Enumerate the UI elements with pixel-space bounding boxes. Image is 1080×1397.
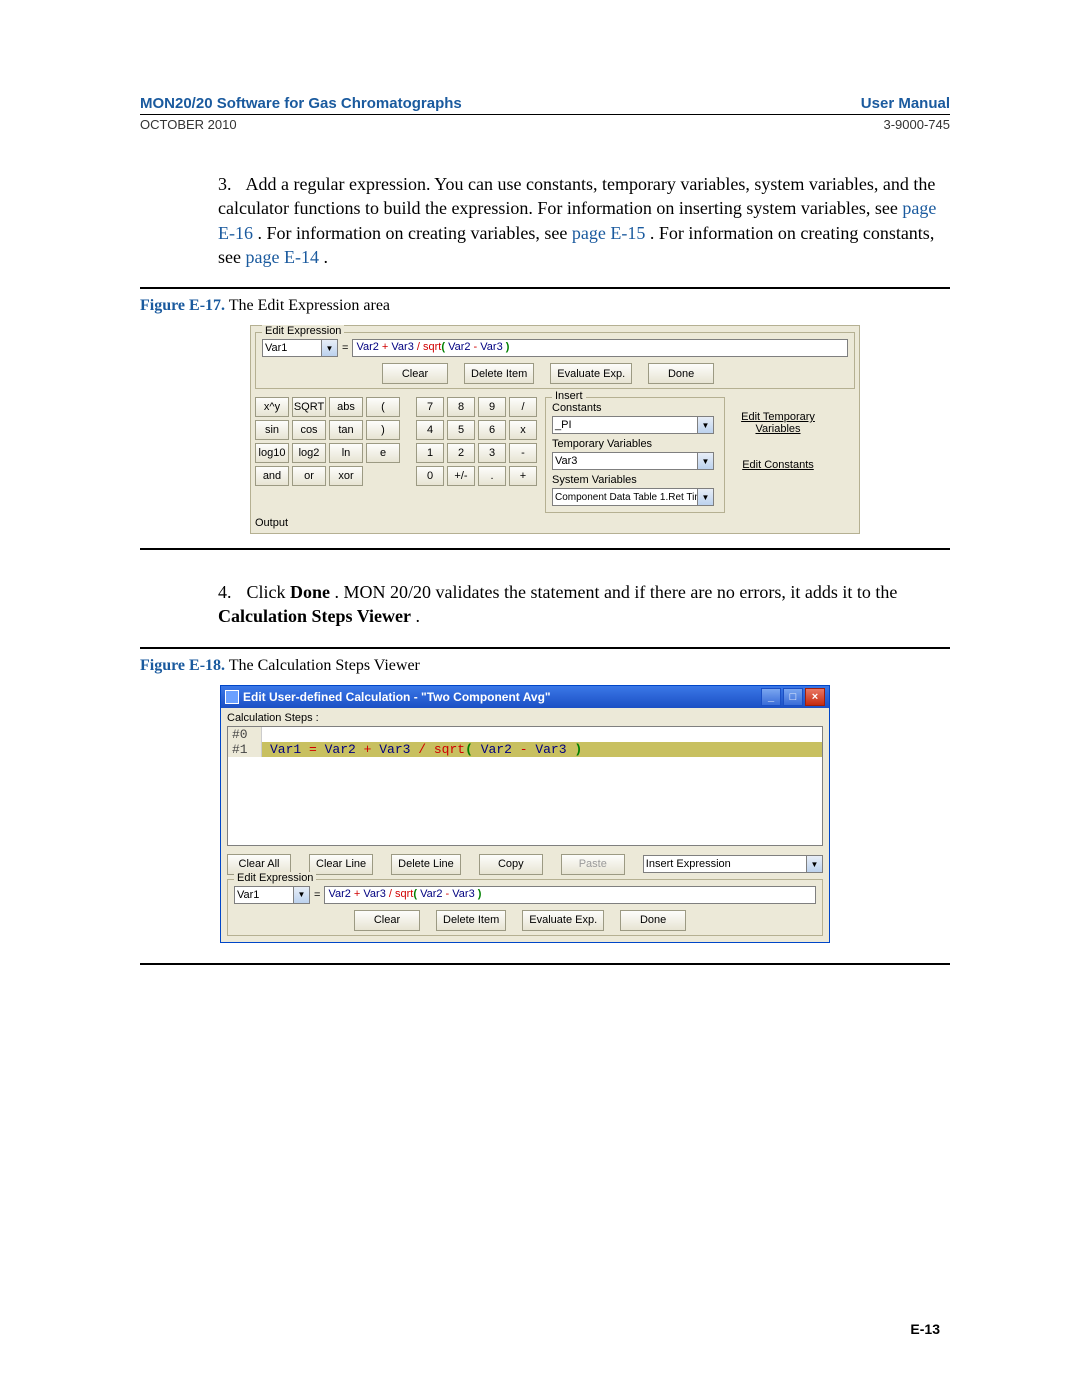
evaluate-exp--button[interactable]: Evaluate Exp. [522, 910, 604, 931]
done-button[interactable]: Done [620, 910, 686, 931]
num-5-button[interactable]: 5 [447, 420, 475, 440]
num-4-button[interactable]: 4 [416, 420, 444, 440]
header-title-right: User Manual [861, 95, 950, 112]
window-titlebar[interactable]: Edit User-defined Calculation - "Two Com… [221, 686, 829, 708]
num-6-button[interactable]: 6 [478, 420, 506, 440]
close-button[interactable]: × [805, 688, 825, 706]
num-/-button[interactable]: / [509, 397, 537, 417]
output-label: Output [255, 517, 855, 529]
num-1-button[interactable]: 1 [416, 443, 444, 463]
side-links: Edit Temporary Variables Edit Constants [739, 397, 817, 471]
header-docnum: 3-9000-745 [884, 117, 951, 132]
calc-)-button[interactable]: ) [366, 420, 400, 440]
expression-input[interactable]: Var2 + Var3 / sqrt( Var2 - Var3 ) [324, 886, 816, 904]
window-title: Edit User-defined Calculation - "Two Com… [243, 690, 551, 704]
step4-number: 4. [218, 580, 242, 604]
calc-or-button[interactable]: or [292, 466, 326, 486]
num-x-button[interactable]: x [509, 420, 537, 440]
var-dropdown[interactable]: Var1 ▼ [234, 886, 310, 904]
step4-paragraph: 4. Click Done . MON 20/20 validates the … [218, 580, 950, 629]
calc-abs-button[interactable]: abs [329, 397, 363, 417]
steps-label: Calculation Steps : [227, 712, 823, 724]
var-dropdown[interactable]: Var1 ▼ [262, 339, 338, 357]
link-page-e14[interactable]: page E-14 [245, 247, 318, 267]
chevron-down-icon: ▼ [321, 340, 337, 356]
calc-sin-button[interactable]: sin [255, 420, 289, 440]
figure-e18-caption: Figure E-18. The Calculation Steps Viewe… [140, 657, 950, 675]
step3-number: 3. [218, 172, 242, 196]
calc-log2-button[interactable]: log2 [292, 443, 326, 463]
calc-and-button[interactable]: and [255, 466, 289, 486]
tempvars-label: Temporary Variables [552, 438, 718, 450]
maximize-button[interactable]: □ [783, 688, 803, 706]
evaluate-exp--button[interactable]: Evaluate Exp. [550, 363, 632, 384]
delete-line-button[interactable]: Delete Line [391, 854, 461, 875]
insert-expression-dropdown[interactable]: Insert Expression▼ [643, 855, 823, 873]
chevron-down-icon: ▼ [697, 489, 713, 505]
num-0-button[interactable]: 0 [416, 466, 444, 486]
edit-temp-vars-link[interactable]: Edit Temporary Variables [739, 411, 817, 435]
chevron-down-icon: ▼ [697, 417, 713, 433]
rule [140, 548, 950, 550]
step3-paragraph: 3. Add a regular expression. You can use… [218, 172, 950, 269]
group-title: Edit Expression [262, 325, 344, 337]
constants-label: Constants [552, 402, 718, 414]
done-button[interactable]: Done [648, 363, 714, 384]
sysvars-label: System Variables [552, 474, 718, 486]
calc-log10-button[interactable]: log10 [255, 443, 289, 463]
chevron-down-icon: ▼ [293, 887, 309, 903]
chevron-down-icon: ▼ [697, 453, 713, 469]
calc-steps-window: Edit User-defined Calculation - "Two Com… [220, 685, 830, 943]
header-date: OCTOBER 2010 [140, 117, 237, 132]
function-buttons: x^ySQRTabs( sincostan) log10log2lne andorxo… [255, 397, 400, 486]
edit-constants-link[interactable]: Edit Constants [739, 459, 817, 471]
calculation-steps-list[interactable]: #0#1Var1 = Var2 + Var3 / sqrt( Var2 - Va… [227, 726, 823, 846]
calc-x^y-button[interactable]: x^y [255, 397, 289, 417]
paste-button: Paste [561, 854, 625, 875]
header-title-left: MON20/20 Software for Gas Chromatographs [140, 95, 462, 112]
clear-button[interactable]: Clear [354, 910, 420, 931]
calc-ln-button[interactable]: ln [329, 443, 363, 463]
page-header: MON20/20 Software for Gas Chromatographs… [140, 95, 950, 115]
rule [140, 647, 950, 649]
calc-cos-button[interactable]: cos [292, 420, 326, 440]
copy-button[interactable]: Copy [479, 854, 543, 875]
num-.-button[interactable]: . [478, 466, 506, 486]
num-+/--button[interactable]: +/- [447, 466, 475, 486]
num---button[interactable]: - [509, 443, 537, 463]
figure-e17-caption: Figure E-17. The Edit Expression area [140, 297, 950, 315]
num-8-button[interactable]: 8 [447, 397, 475, 417]
calc-(-button[interactable]: ( [366, 397, 400, 417]
app-icon [225, 690, 239, 704]
constants-dropdown[interactable]: _PI ▼ [552, 416, 714, 434]
equals-label: = [342, 342, 348, 354]
num-2-button[interactable]: 2 [447, 443, 475, 463]
page-number: E-13 [910, 1321, 940, 1337]
delete-item-button[interactable]: Delete Item [436, 910, 506, 931]
sysvars-dropdown[interactable]: Component Data Table 1.Ret Time ▼ [552, 488, 714, 506]
rule [140, 963, 950, 965]
calc-xor-button[interactable]: xor [329, 466, 363, 486]
num-3-button[interactable]: 3 [478, 443, 506, 463]
clear-line-button[interactable]: Clear Line [309, 854, 373, 875]
insert-group: Insert Constants _PI ▼ Temporary Variabl… [545, 397, 725, 513]
delete-item-button[interactable]: Delete Item [464, 363, 534, 384]
expression-input[interactable]: Var2 + Var3 / sqrt( Var2 - Var3 ) [352, 339, 848, 357]
tempvars-dropdown[interactable]: Var3 ▼ [552, 452, 714, 470]
rule [140, 287, 950, 289]
calc-SQRT-button[interactable]: SQRT [292, 397, 326, 417]
calc-e-button[interactable]: e [366, 443, 400, 463]
link-page-e15[interactable]: page E-15 [572, 223, 645, 243]
numpad-buttons: 789/ 456x 123- 0+/-.+ [416, 397, 537, 486]
num-+-button[interactable]: + [509, 466, 537, 486]
edit-expression-panel: Edit Expression Var1 ▼ = Var2 + Var3 / s… [250, 325, 860, 534]
num-9-button[interactable]: 9 [478, 397, 506, 417]
minimize-button[interactable]: _ [761, 688, 781, 706]
calc-tan-button[interactable]: tan [329, 420, 363, 440]
clear-button[interactable]: Clear [382, 363, 448, 384]
num-7-button[interactable]: 7 [416, 397, 444, 417]
page-subheader: OCTOBER 2010 3-9000-745 [140, 117, 950, 132]
